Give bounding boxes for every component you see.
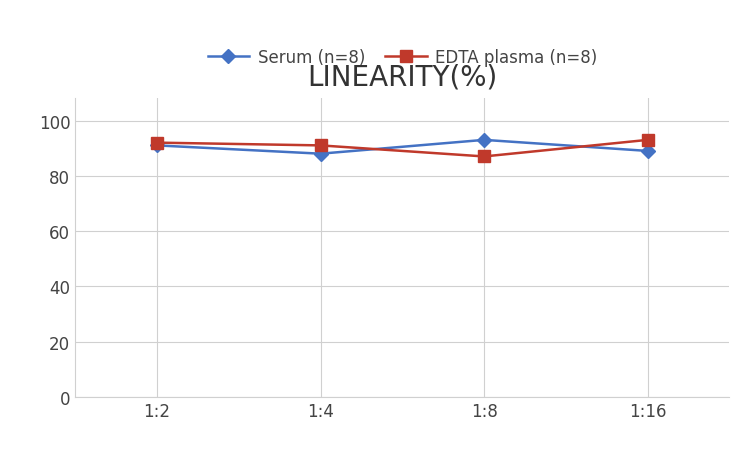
EDTA plasma (n=8): [316, 143, 325, 149]
Serum (n=8): [480, 138, 489, 143]
EDTA plasma (n=8): [153, 141, 162, 146]
EDTA plasma (n=8): [643, 138, 652, 143]
Line: Serum (n=8): Serum (n=8): [152, 136, 653, 159]
Line: EDTA plasma (n=8): EDTA plasma (n=8): [151, 135, 653, 163]
EDTA plasma (n=8): [480, 154, 489, 160]
Serum (n=8): [316, 152, 325, 157]
Serum (n=8): [153, 143, 162, 149]
Title: LINEARITY(%): LINEARITY(%): [308, 64, 497, 92]
Legend: Serum (n=8), EDTA plasma (n=8): Serum (n=8), EDTA plasma (n=8): [201, 42, 604, 74]
Serum (n=8): [643, 149, 652, 154]
